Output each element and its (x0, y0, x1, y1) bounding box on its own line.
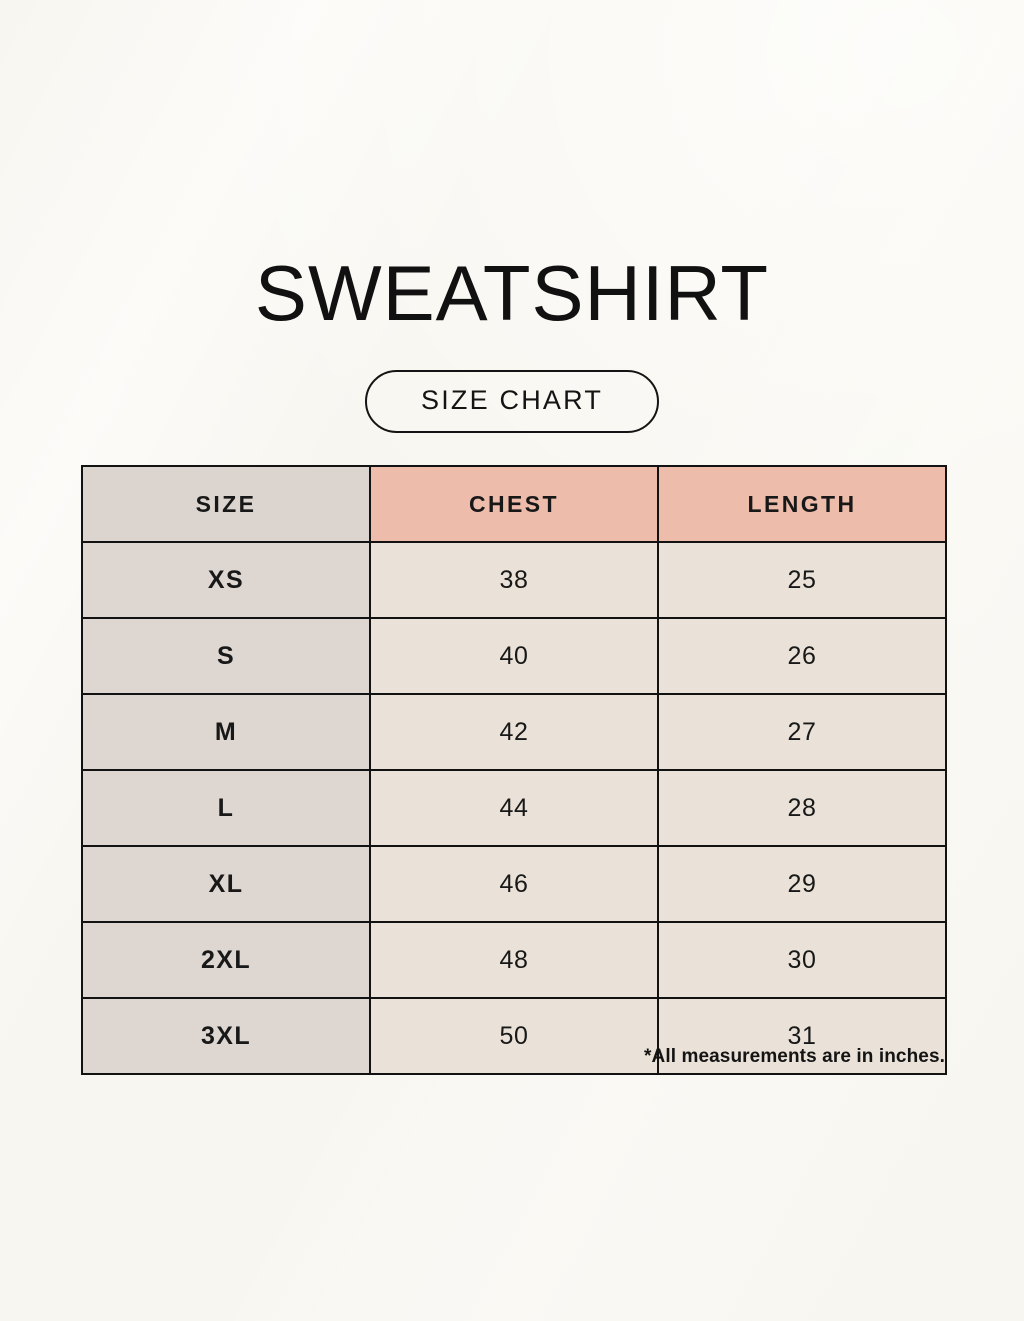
cell-length: 26 (657, 617, 947, 695)
table-row: 3XL 50 31 (81, 997, 947, 1075)
table-row: M 42 27 (81, 693, 947, 771)
table-row: L 44 28 (81, 769, 947, 847)
cell-chest: 40 (369, 617, 659, 695)
badge-container: SIZE CHART (0, 370, 1024, 433)
size-table: SIZE CHEST LENGTH XS 38 25 S 40 26 M (81, 465, 947, 1075)
table-body: XS 38 25 S 40 26 M 42 27 L 44 28 (81, 541, 947, 1075)
size-table-container: SIZE CHEST LENGTH XS 38 25 S 40 26 M (81, 465, 947, 1075)
cell-size: XS (81, 541, 371, 619)
cell-chest: 44 (369, 769, 659, 847)
cell-size: L (81, 769, 371, 847)
cell-size: S (81, 617, 371, 695)
cell-chest: 42 (369, 693, 659, 771)
table-row: 2XL 48 30 (81, 921, 947, 999)
cell-chest: 38 (369, 541, 659, 619)
cell-length: 27 (657, 693, 947, 771)
table-row: XL 46 29 (81, 845, 947, 923)
cell-length: 28 (657, 769, 947, 847)
cell-length: 25 (657, 541, 947, 619)
cell-chest: 48 (369, 921, 659, 999)
cell-size: 2XL (81, 921, 371, 999)
cell-length: 30 (657, 921, 947, 999)
table-header: SIZE CHEST LENGTH (81, 465, 947, 543)
cell-length: 29 (657, 845, 947, 923)
cell-length: 31 (657, 997, 947, 1075)
cell-size: M (81, 693, 371, 771)
table-row: S 40 26 (81, 617, 947, 695)
cell-size: XL (81, 845, 371, 923)
table-row: XS 38 25 (81, 541, 947, 619)
cell-chest: 46 (369, 845, 659, 923)
cell-chest: 50 (369, 997, 659, 1075)
size-chart-badge: SIZE CHART (364, 370, 660, 433)
measurements-footnote: *All measurements are in inches. (644, 1046, 945, 1067)
page-title: SWEATSHIRT (254, 249, 770, 337)
column-header-size: SIZE (81, 465, 371, 543)
column-header-chest: CHEST (369, 465, 659, 543)
table-header-row: SIZE CHEST LENGTH (81, 465, 947, 543)
column-header-length: LENGTH (657, 465, 947, 543)
cell-size: 3XL (81, 997, 371, 1075)
